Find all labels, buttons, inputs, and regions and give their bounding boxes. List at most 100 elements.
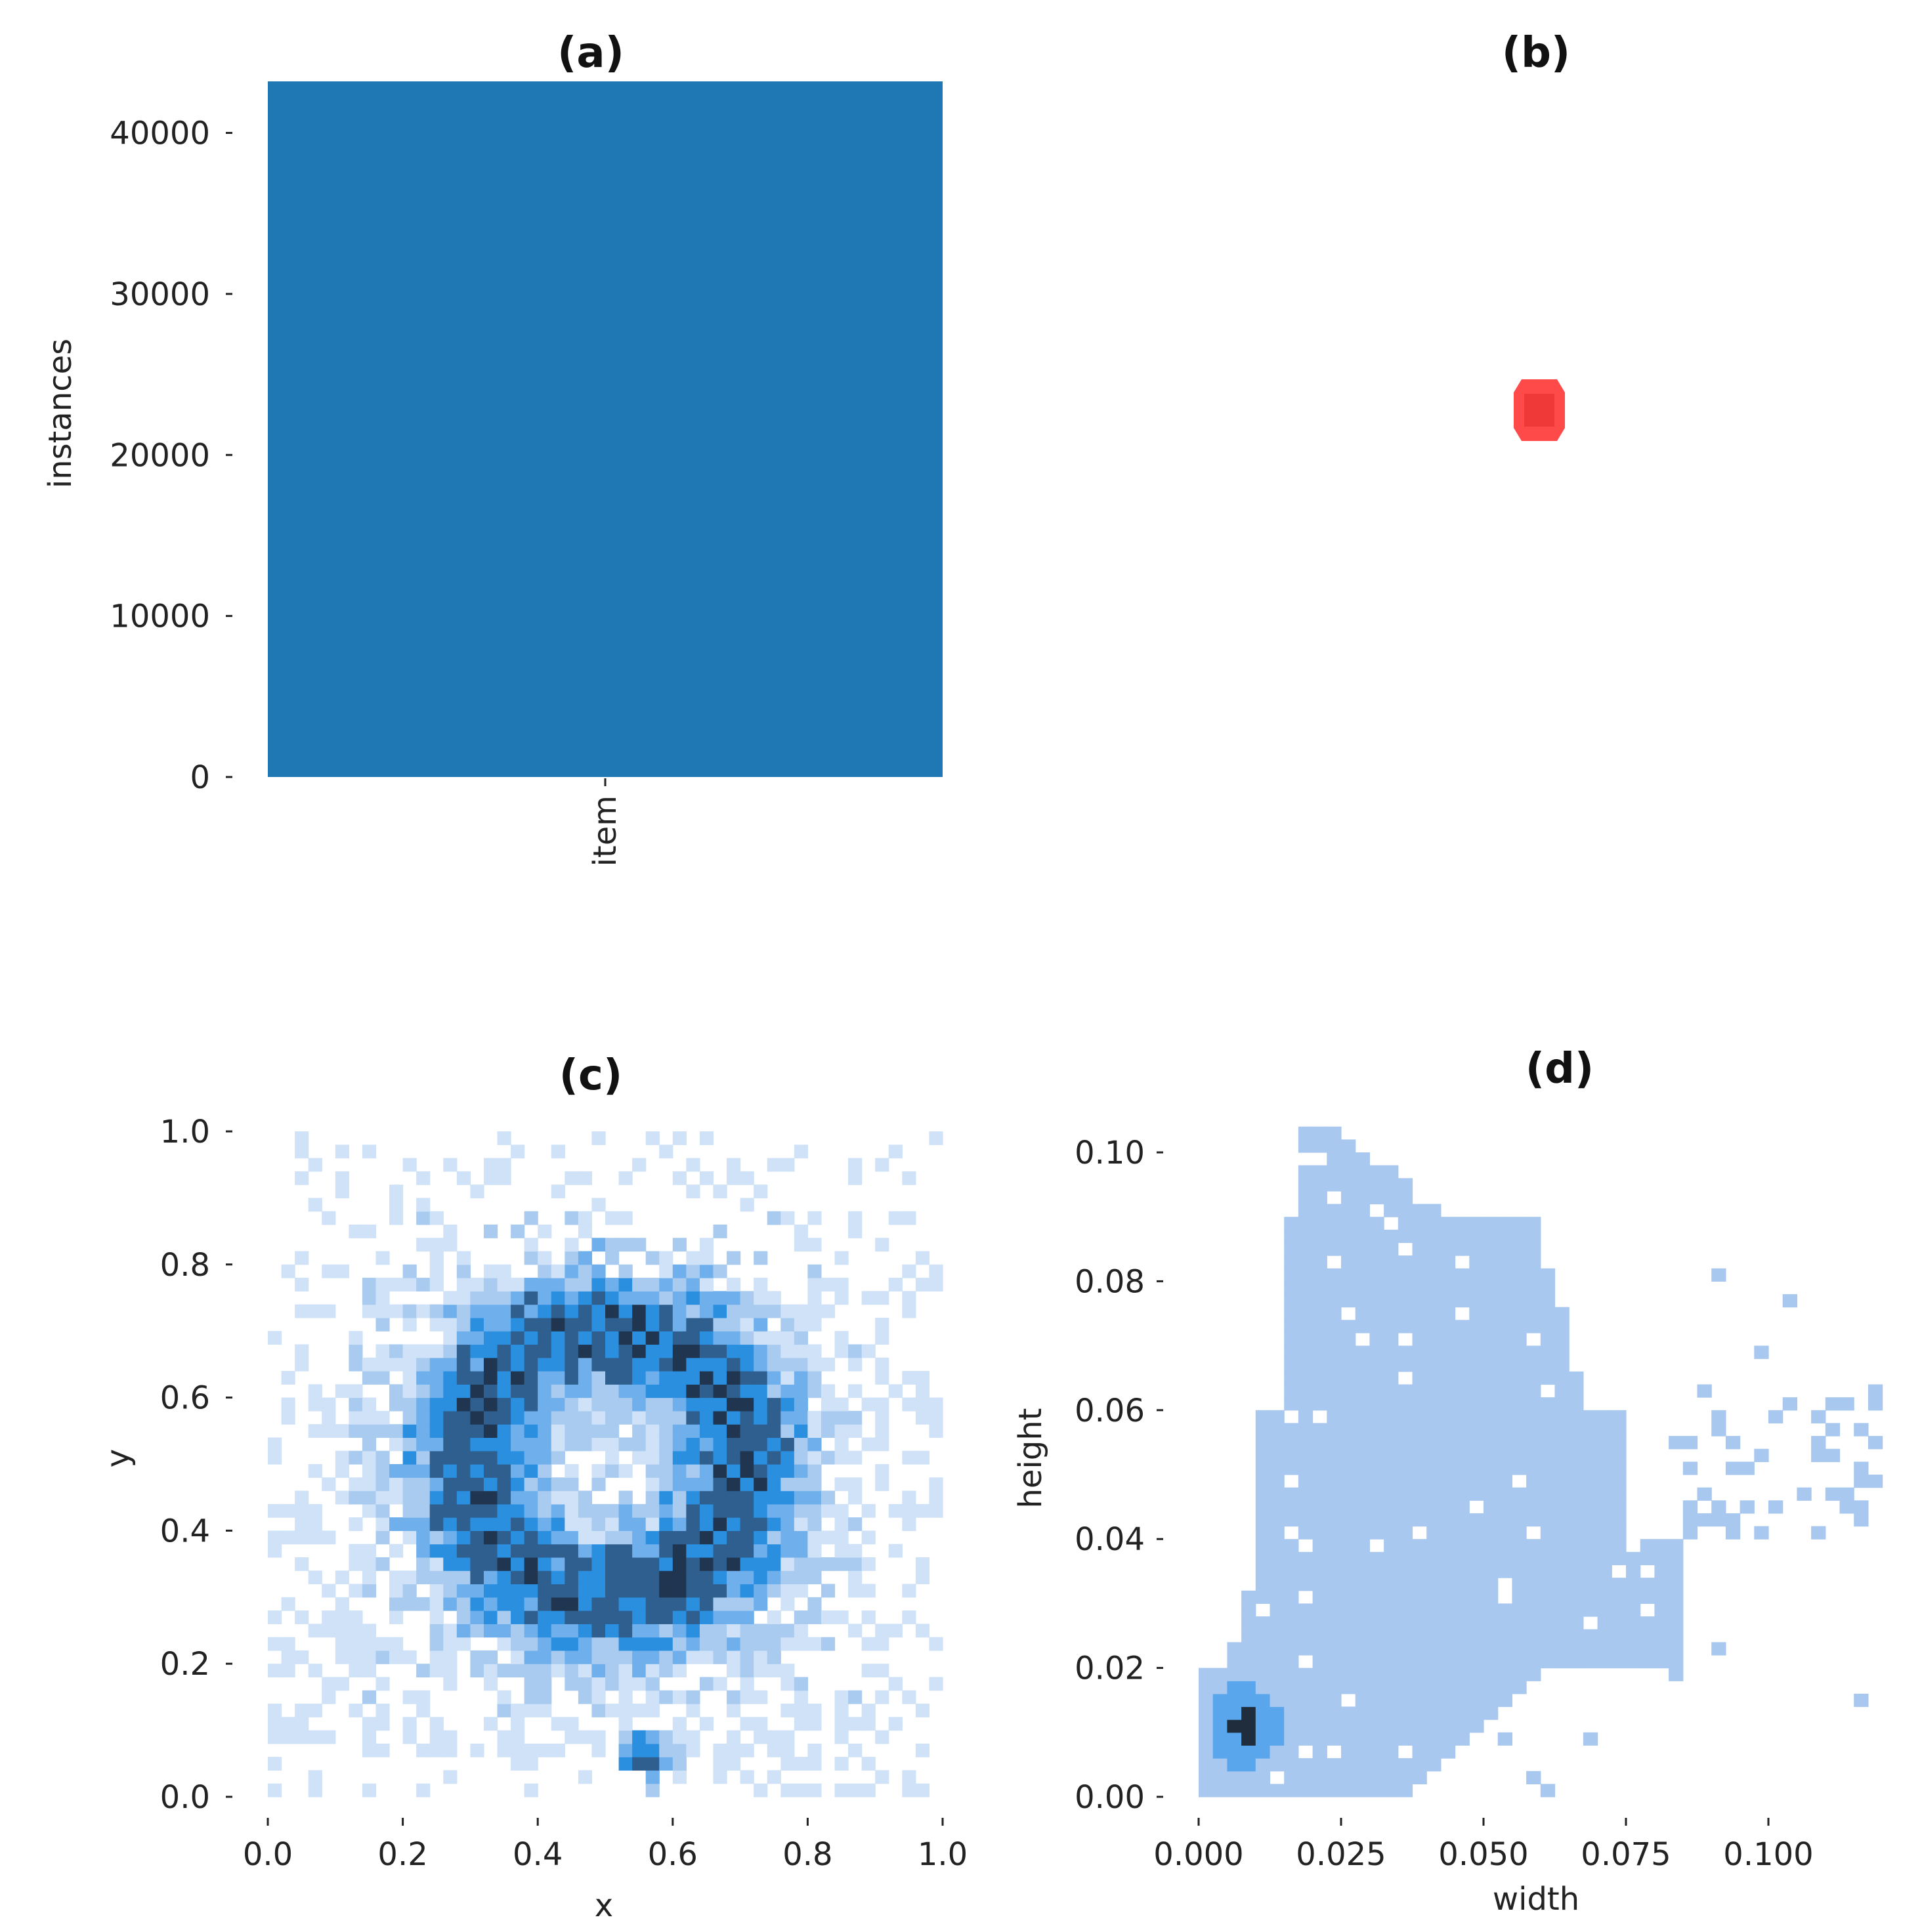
heatmap-cell [524,1704,538,1717]
heatmap-cell [699,1450,714,1465]
heatmap-cell [1255,1668,1271,1681]
heatmap-cell [402,1450,417,1465]
heatmap-cell [389,1610,404,1624]
panel-d-title: (d) [1526,1045,1594,1093]
heatmap-cell [767,1464,781,1478]
heatmap-cell [1341,1397,1356,1411]
heatmap-cell [1640,1578,1655,1591]
heatmap-cell [807,1344,822,1358]
heatmap-cell [1669,1629,1684,1643]
heatmap-cell [686,1251,700,1265]
heatmap-cell [1469,1681,1484,1694]
heatmap-cell [1355,1242,1370,1256]
heatmap-cell [1369,1190,1384,1205]
heatmap-cell [659,1251,673,1265]
heatmap-cell [1569,1642,1584,1656]
heatmap-cell [1412,1255,1427,1269]
heatmap-cell [861,1291,876,1305]
heatmap-cell [1854,1693,1869,1708]
heatmap-cell [1540,1268,1556,1282]
heatmap-cell [483,1597,498,1611]
heatmap-cell [1298,1371,1313,1385]
heatmap-cell [416,1570,431,1585]
heatmap-cell [1298,1126,1313,1140]
heatmap-cell [591,1464,606,1478]
heatmap-cell [1398,1681,1413,1694]
heatmap-cell [551,1278,565,1292]
heatmap-cell [1341,1616,1356,1630]
heatmap-cell [1440,1371,1456,1385]
heatmap-cell [1583,1526,1598,1540]
heatmap-cell [389,1477,404,1492]
heatmap-cell [1312,1513,1327,1527]
heatmap-cell [686,1690,700,1704]
heatmap-cell [1497,1603,1512,1617]
heatmap-cell [524,1344,538,1358]
heatmap-cell [1440,1706,1456,1720]
heatmap-cell [1768,1500,1783,1514]
heatmap-cell [1355,1616,1370,1630]
heatmap-cell [483,1490,498,1505]
heatmap-cell [1455,1681,1470,1694]
heatmap-cell [551,1664,565,1678]
heatmap-cell [632,1410,647,1425]
heatmap-cell [699,1437,714,1452]
heatmap-cell [511,1530,525,1545]
heatmap-cell [402,1317,417,1332]
heatmap-cell [699,1331,714,1345]
heatmap-cell [632,1384,647,1398]
heatmap-cell [848,1743,863,1757]
heatmap-cell [1583,1551,1598,1566]
heatmap-cell [605,1584,620,1598]
heatmap-cell [1227,1719,1242,1733]
panel-c-title: (c) [559,1051,622,1100]
heatmap-cell [861,1717,876,1731]
heatmap-cell [1455,1616,1470,1630]
heatmap-cell [1369,1358,1384,1372]
heatmap-cell [1426,1281,1442,1295]
heatmap-cell [618,1264,633,1278]
heatmap-cell [443,1238,458,1252]
heatmap-cell [767,1304,781,1318]
heatmap-cell [362,1278,377,1292]
heatmap-cell [672,1264,687,1278]
heatmap-cell [754,1730,768,1744]
heatmap-cell [591,1650,606,1664]
heatmap-cell [767,1211,781,1225]
heatmap-cell [443,1344,458,1358]
heatmap-cell [645,1477,660,1492]
heatmap-cell [1654,1642,1669,1656]
heatmap-cell [1426,1448,1442,1462]
heatmap-cell [429,1517,444,1531]
heatmap-cell [659,1690,673,1704]
heatmap-cell [1497,1616,1512,1630]
heatmap-cell [1754,1448,1769,1462]
heatmap-cell [511,1397,525,1412]
heatmap-cell [578,1557,593,1571]
heatmap-cell [618,1344,633,1358]
panel-d-xticks: 0.000 0.025 0.050 0.075 0.100 [1153,1818,1814,1873]
heatmap-cell [511,1437,525,1452]
x-tick-label: 0.4 [513,1836,563,1873]
heatmap-cell [780,1304,795,1318]
heatmap-cell [1284,1745,1299,1759]
heatmap-cell [713,1410,727,1425]
heatmap-cell [538,1530,552,1545]
heatmap-cell [659,1743,673,1757]
heatmap-cell [1526,1448,1541,1462]
heatmap-cell [1497,1229,1512,1244]
heatmap-cell [538,1570,552,1585]
heatmap-cell [511,1610,525,1624]
heatmap-cell [1512,1268,1527,1282]
heatmap-cell [727,1624,741,1638]
heatmap-cell [1398,1642,1413,1656]
heatmap-cell [1312,1526,1327,1540]
heatmap-cell [1497,1475,1512,1488]
heatmap-cell [1654,1590,1669,1604]
heatmap-cell [1341,1294,1356,1308]
heatmap-cell [659,1490,673,1505]
heatmap-cell [686,1490,700,1505]
heatmap-cell [578,1357,593,1372]
heatmap-cell [645,1437,660,1452]
heatmap-cell [794,1304,808,1318]
